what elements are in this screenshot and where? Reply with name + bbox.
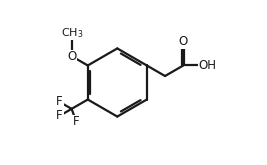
Text: F: F <box>56 109 63 122</box>
Text: O: O <box>68 50 77 63</box>
Text: CH$_3$: CH$_3$ <box>61 26 84 39</box>
Text: F: F <box>73 115 80 128</box>
Text: OH: OH <box>198 59 216 72</box>
Text: O: O <box>179 35 188 49</box>
Text: F: F <box>56 96 63 108</box>
